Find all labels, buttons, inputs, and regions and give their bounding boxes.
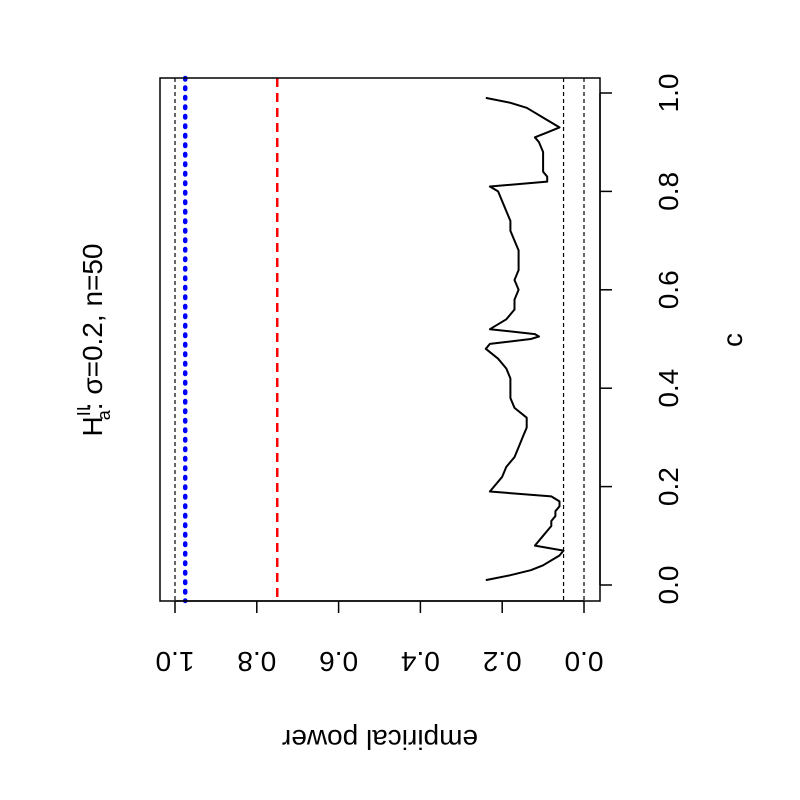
chart-title-main: H [77, 416, 108, 436]
y-tick-label-4: 0.8 [237, 646, 276, 677]
reference-lines [174, 75, 585, 604]
x-tick-label-3: 0.6 [653, 270, 684, 309]
y-axis: 0.0 0.2 0.4 0.6 0.8 1.0 [156, 600, 604, 677]
data-series [484, 96, 565, 582]
chart-title-rest: : σ=0.2, n=50 [77, 243, 108, 410]
x-tick-label-1: 0.2 [653, 467, 684, 506]
x-axis-label: c [717, 333, 748, 347]
x-tick-label-5: 1.0 [653, 74, 684, 113]
y-tick-label-1: 0.2 [483, 646, 522, 677]
chart-title-sup: II [74, 406, 94, 416]
y-tick-label-5: 1.0 [156, 646, 195, 677]
x-axis: 0.0 0.2 0.4 0.6 0.8 1.0 [599, 74, 684, 605]
chart-title-sub: a [94, 409, 114, 420]
x-tick-label-0: 0.0 [653, 566, 684, 605]
y-axis-label: empirical power [282, 724, 478, 755]
x-tick-label-2: 0.4 [653, 369, 684, 408]
series-line-1 [484, 96, 565, 582]
x-tick-label-4: 0.8 [653, 172, 684, 211]
chart-title: HIIa: σ=0.2, n=50 [74, 243, 114, 436]
y-tick-label-3: 0.6 [319, 646, 358, 677]
y-tick-label-0: 0.0 [565, 646, 604, 677]
y-tick-label-2: 0.4 [401, 646, 440, 677]
